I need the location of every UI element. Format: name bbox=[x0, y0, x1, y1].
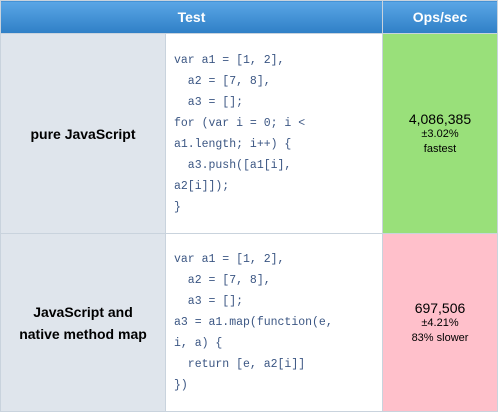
code-line: a3 = []; bbox=[174, 295, 244, 308]
code-line: var a1 = [1, 2], bbox=[174, 53, 285, 67]
ops-value: 4,086,385 bbox=[408, 110, 472, 127]
result-row: pure JavaScript var a1 = [1, 2], a2 = [7,… bbox=[0, 33, 498, 234]
code-line: i, a) { bbox=[174, 337, 223, 350]
code-line: a3.push([a1[i], bbox=[174, 158, 292, 172]
ops-rank: fastest bbox=[423, 142, 457, 155]
code-line: a3 = []; bbox=[174, 95, 244, 109]
code-cell: var a1 = [1, 2], a2 = [7, 8], a3 = []; fo… bbox=[165, 33, 383, 234]
code-line: a2 = [7, 8], bbox=[174, 274, 271, 287]
code-cell: var a1 = [1, 2], a2 = [7, 8], a3 = []; a3… bbox=[165, 233, 383, 412]
code-line: } bbox=[174, 200, 181, 214]
code-line: a2 = [7, 8], bbox=[174, 74, 271, 88]
ops-rank: 83% slower bbox=[411, 331, 469, 344]
code-line: a2[i]]); bbox=[174, 179, 230, 193]
code-line: for (var i = 0; i < bbox=[174, 116, 306, 130]
ops-value: 697,506 bbox=[414, 299, 466, 316]
code-line: a3 = a1.map(function(e, bbox=[174, 316, 333, 329]
code-line: return [e, a2[i]] bbox=[174, 358, 306, 371]
code-line: }) bbox=[174, 379, 188, 392]
code-line: a1.length; i++) { bbox=[174, 137, 292, 151]
ops-cell: 697,506 ±4.21% 83% slower bbox=[382, 233, 498, 412]
ops-cell: 4,086,385 ±3.02% fastest bbox=[382, 33, 498, 234]
result-row: JavaScript and native method map var a1 =… bbox=[0, 233, 498, 412]
ops-error: ±4.21% bbox=[421, 316, 459, 329]
header-cell: Test bbox=[0, 0, 383, 34]
test-name: JavaScript and native method map bbox=[0, 233, 166, 412]
table-body: pure JavaScript var a1 = [1, 2], a2 = [7,… bbox=[0, 33, 498, 412]
header-row: Test Ops/sec bbox=[0, 0, 498, 34]
ops-error: ±3.02% bbox=[421, 127, 459, 140]
code-line: var a1 = [1, 2], bbox=[174, 253, 285, 266]
header-cell: Ops/sec bbox=[382, 0, 498, 34]
test-name: pure JavaScript bbox=[0, 33, 166, 234]
